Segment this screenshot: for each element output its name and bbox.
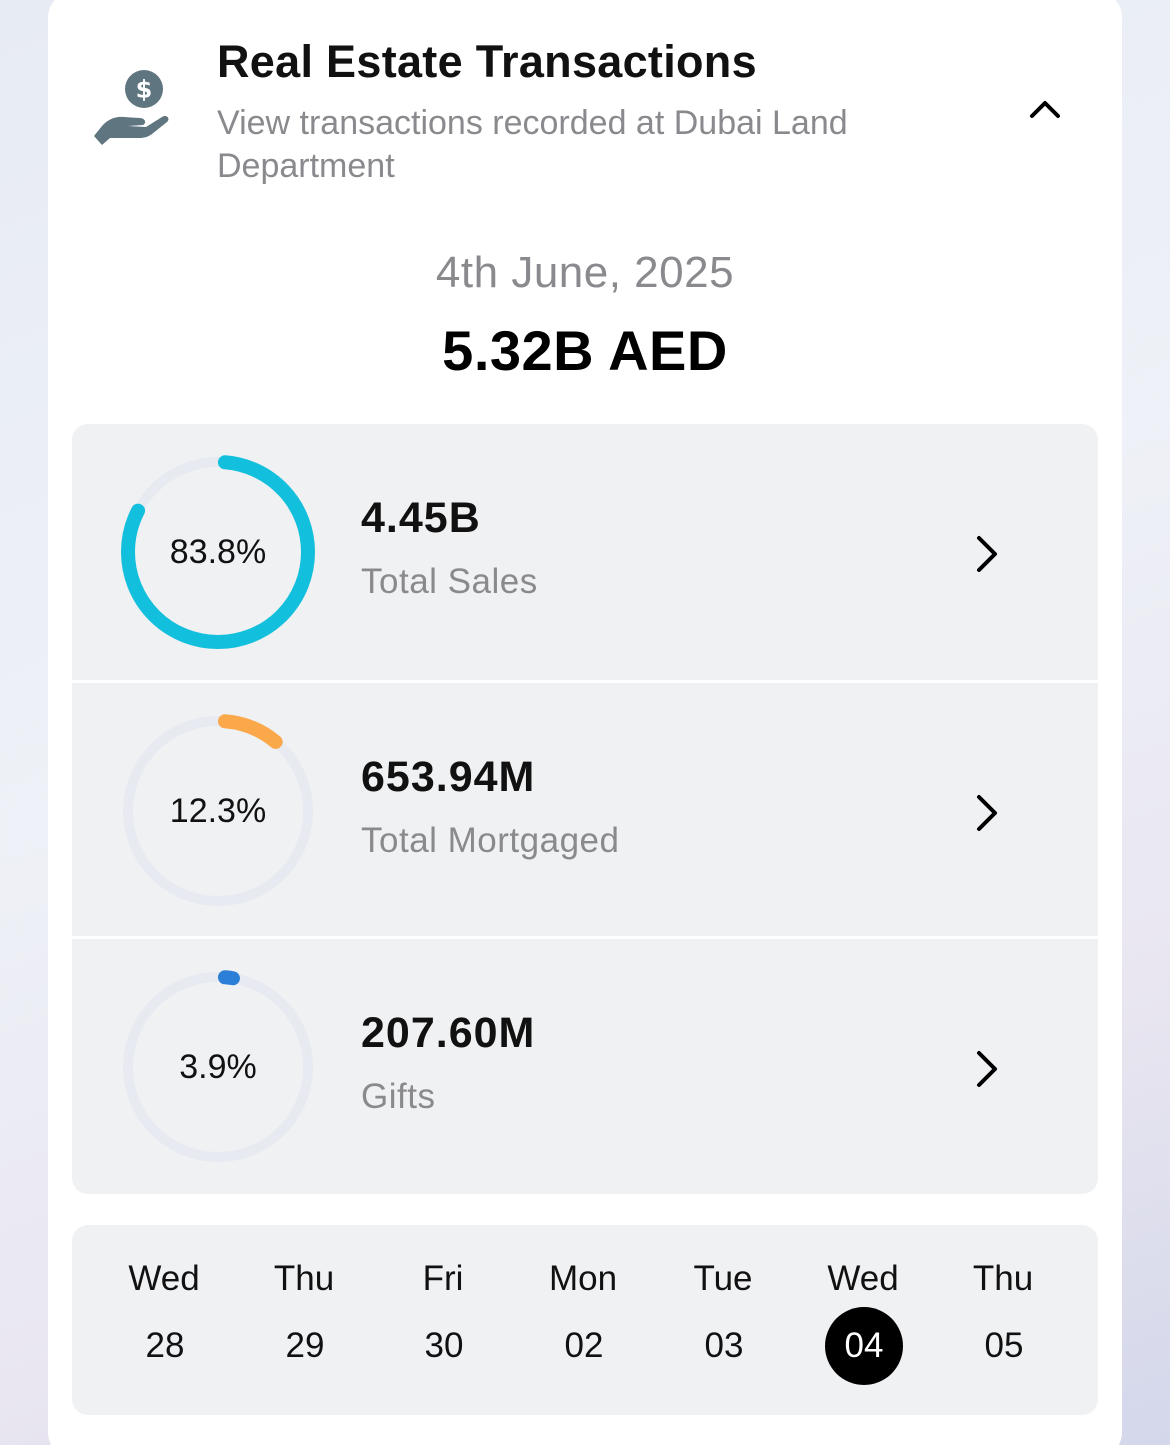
day-number: 04 — [825, 1307, 903, 1385]
breakdown-row-sales[interactable]: 83.8% 4.45B Total Sales — [72, 424, 1098, 680]
day-number: 29 — [285, 1326, 325, 1365]
hand-holding-dollar-icon: $ — [94, 70, 169, 145]
day-item[interactable]: Wed 28 — [104, 1225, 224, 1415]
selected-date: 4th June, 2025 — [435, 248, 735, 297]
row-label: Gifts — [361, 1077, 436, 1116]
ring-progress-arc — [121, 455, 315, 649]
chevron-right-icon[interactable] — [972, 1047, 1002, 1091]
ring-progress-arc — [121, 714, 315, 908]
day-name: Wed — [128, 1259, 200, 1298]
svg-text:$: $ — [136, 76, 153, 104]
day-item[interactable]: Thu 29 — [244, 1225, 364, 1415]
card-header[interactable]: $ Real Estate Transactions View transact… — [48, 0, 1122, 200]
day-name: Mon — [548, 1259, 618, 1298]
day-number: 28 — [145, 1326, 185, 1365]
chevron-up-icon[interactable] — [1020, 88, 1070, 128]
date-selector: Wed 28 Thu 29 Fri 30 Mon 02 Tue 03 Wed 0… — [72, 1225, 1098, 1415]
ring-percent-label: 83.8% — [169, 532, 267, 571]
day-item[interactable]: Tue 03 — [663, 1225, 783, 1415]
transactions-card: $ Real Estate Transactions View transact… — [48, 0, 1122, 1445]
day-name: Wed — [827, 1259, 899, 1298]
progress-ring — [121, 970, 315, 1164]
day-item[interactable]: Mon 02 — [523, 1225, 643, 1415]
row-label: Total Mortgaged — [361, 821, 620, 860]
day-name: Tue — [693, 1259, 753, 1298]
row-value: 4.45B — [361, 494, 481, 542]
chevron-right-icon[interactable] — [972, 532, 1002, 576]
progress-ring — [121, 714, 315, 908]
breakdown-row-gifts[interactable]: 3.9% 207.60M Gifts — [72, 936, 1098, 1192]
row-value: 653.94M — [361, 753, 536, 801]
ring-percent-label: 3.9% — [179, 1047, 257, 1086]
day-number: 03 — [704, 1326, 744, 1365]
progress-ring — [121, 455, 315, 649]
row-value: 207.60M — [361, 1009, 536, 1057]
day-number: 02 — [564, 1326, 604, 1365]
day-name: Thu — [972, 1259, 1034, 1298]
total-amount: 5.32B AED — [442, 319, 728, 382]
breakdown-list: 83.8% 4.45B Total Sales 12.3% 653.94M To… — [72, 424, 1098, 1194]
day-name: Fri — [422, 1259, 464, 1298]
row-label: Total Sales — [361, 562, 538, 601]
breakdown-row-mortgaged[interactable]: 12.3% 653.94M Total Mortgaged — [72, 680, 1098, 936]
day-name: Thu — [273, 1259, 335, 1298]
day-item[interactable]: Fri 30 — [383, 1225, 503, 1415]
card-subtitle: View transactions recorded at Dubai Land… — [217, 104, 848, 185]
day-number: 30 — [424, 1326, 464, 1365]
card-title: Real Estate Transactions — [217, 36, 757, 87]
day-item[interactable]: Wed 04 — [803, 1225, 923, 1415]
chevron-right-icon[interactable] — [972, 791, 1002, 835]
day-item[interactable]: Thu 05 — [943, 1225, 1063, 1415]
ring-progress-arc — [121, 970, 315, 1164]
ring-percent-label: 12.3% — [169, 791, 267, 830]
day-number: 05 — [984, 1326, 1024, 1365]
